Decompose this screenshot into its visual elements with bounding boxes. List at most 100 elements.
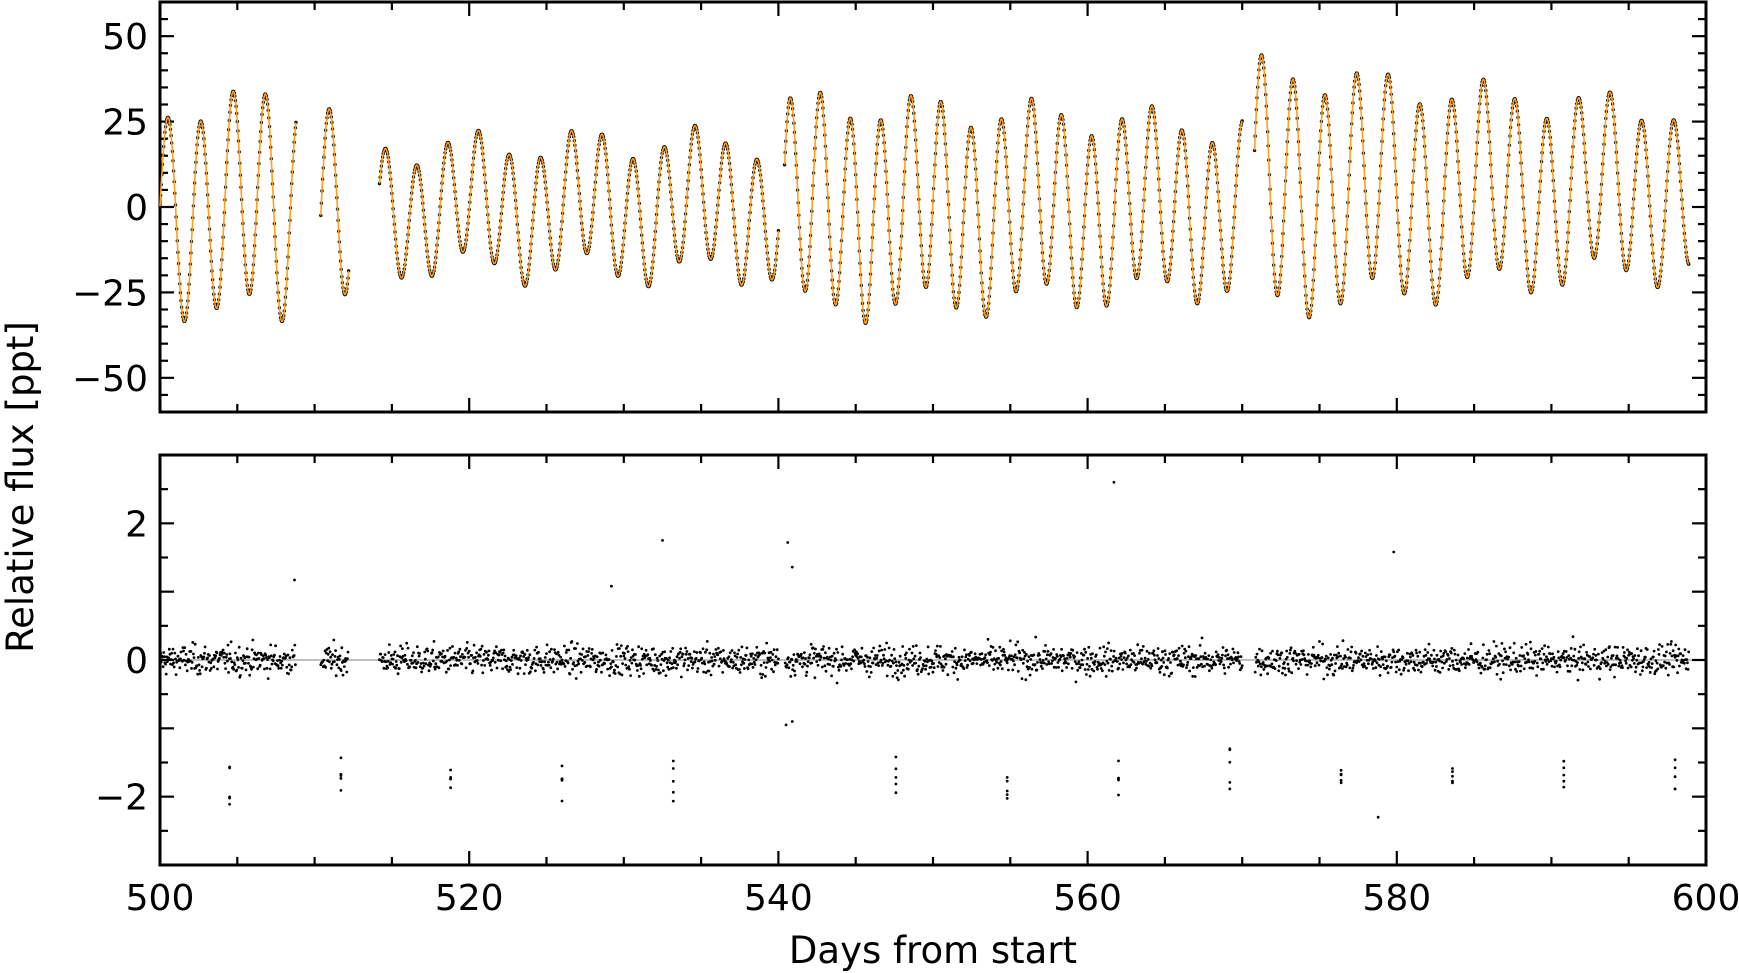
residual-point: [345, 670, 349, 674]
residual-point: [379, 652, 383, 656]
residual-point: [1106, 661, 1110, 665]
residual-point: [869, 671, 873, 674]
residual-point: [636, 669, 639, 672]
residual-point: [1077, 660, 1081, 664]
residual-point: [637, 645, 640, 649]
residual-point: [451, 645, 454, 648]
residual-point: [248, 673, 252, 677]
residual-point: [463, 655, 467, 659]
residual-outlier: [560, 778, 564, 782]
residual-point: [1671, 649, 1675, 653]
residual-point: [718, 657, 722, 661]
residual-outlier: [1376, 815, 1380, 819]
residual-point: [1011, 668, 1015, 672]
residual-point: [434, 662, 438, 666]
residual-point: [1513, 660, 1517, 664]
residual-point: [1645, 648, 1649, 651]
residual-point: [455, 658, 459, 662]
residual-point: [823, 664, 827, 668]
residual-point: [1083, 647, 1086, 651]
residual-point: [1023, 651, 1026, 654]
residual-point: [414, 666, 418, 670]
residual-point: [934, 652, 938, 656]
residual-point: [817, 652, 821, 656]
residual-point: [1459, 660, 1462, 664]
residual-point: [1624, 661, 1628, 665]
residual-point: [1456, 662, 1459, 666]
residual-point: [1570, 664, 1574, 668]
residual-point: [901, 668, 905, 672]
residual-point: [609, 662, 613, 665]
residual-point: [509, 668, 512, 671]
residual-point: [1012, 655, 1016, 659]
residual-point: [1074, 680, 1078, 684]
residual-point: [268, 656, 271, 659]
residual-point: [500, 648, 503, 652]
residual-point: [1132, 660, 1136, 664]
residual-point: [875, 656, 879, 660]
residual-point: [1621, 646, 1625, 649]
residual-point: [334, 674, 338, 678]
residual-point: [548, 658, 552, 661]
residual-point: [1349, 656, 1352, 660]
residual-point: [1062, 654, 1065, 657]
residual-point: [1330, 663, 1334, 666]
residual-point: [1185, 666, 1188, 669]
residual-point: [1488, 652, 1491, 656]
residual-point: [926, 645, 930, 649]
residual-point: [610, 665, 613, 669]
residual-point: [1257, 660, 1261, 664]
residual-point: [395, 663, 399, 667]
residual-point: [736, 652, 739, 656]
residual-point: [1162, 673, 1166, 677]
residual-point: [820, 665, 824, 669]
residual-point: [863, 662, 866, 666]
residual-point: [1127, 654, 1130, 658]
residual-point: [1386, 664, 1389, 668]
residual-point: [1512, 641, 1516, 645]
residual-point: [595, 668, 598, 671]
residual-point: [197, 663, 201, 667]
residual-point: [1101, 669, 1104, 673]
residual-point: [1052, 648, 1055, 651]
residual-point: [1531, 667, 1535, 670]
residual-point: [1285, 649, 1289, 653]
residual-point: [1601, 658, 1605, 661]
residual-point: [751, 666, 755, 669]
residual-point: [551, 659, 555, 663]
residual-point: [701, 647, 705, 651]
residual-point: [777, 657, 780, 661]
residual-point: [472, 643, 476, 647]
residual-point: [1360, 649, 1363, 653]
residual-point: [208, 654, 211, 657]
residual-point: [1616, 646, 1619, 649]
residual-point: [1214, 650, 1218, 654]
residual-point: [1311, 645, 1315, 649]
residual-point: [280, 659, 284, 663]
residual-point: [487, 649, 491, 653]
residual-point: [381, 656, 385, 659]
residual-point: [1071, 648, 1075, 652]
residual-point: [328, 650, 332, 654]
residual-point: [1255, 660, 1258, 664]
residual-point: [247, 655, 251, 659]
residual-point: [669, 650, 673, 653]
residual-point: [1209, 658, 1213, 662]
residual-point: [564, 651, 568, 654]
residual-point: [449, 664, 452, 667]
residual-point: [268, 667, 272, 671]
residual-point: [770, 667, 773, 671]
residual-point: [658, 671, 662, 675]
residual-point: [761, 673, 765, 676]
residual-point: [1609, 665, 1613, 669]
residual-point: [396, 654, 399, 658]
residual-point: [830, 674, 833, 678]
residual-point: [814, 655, 818, 658]
residual-point: [1345, 663, 1349, 667]
residual-point: [384, 660, 388, 664]
residual-point: [1503, 656, 1507, 660]
residual-point: [1480, 665, 1484, 669]
residual-point: [1274, 659, 1278, 662]
residual-point: [1320, 656, 1324, 659]
residual-point: [1122, 656, 1126, 659]
